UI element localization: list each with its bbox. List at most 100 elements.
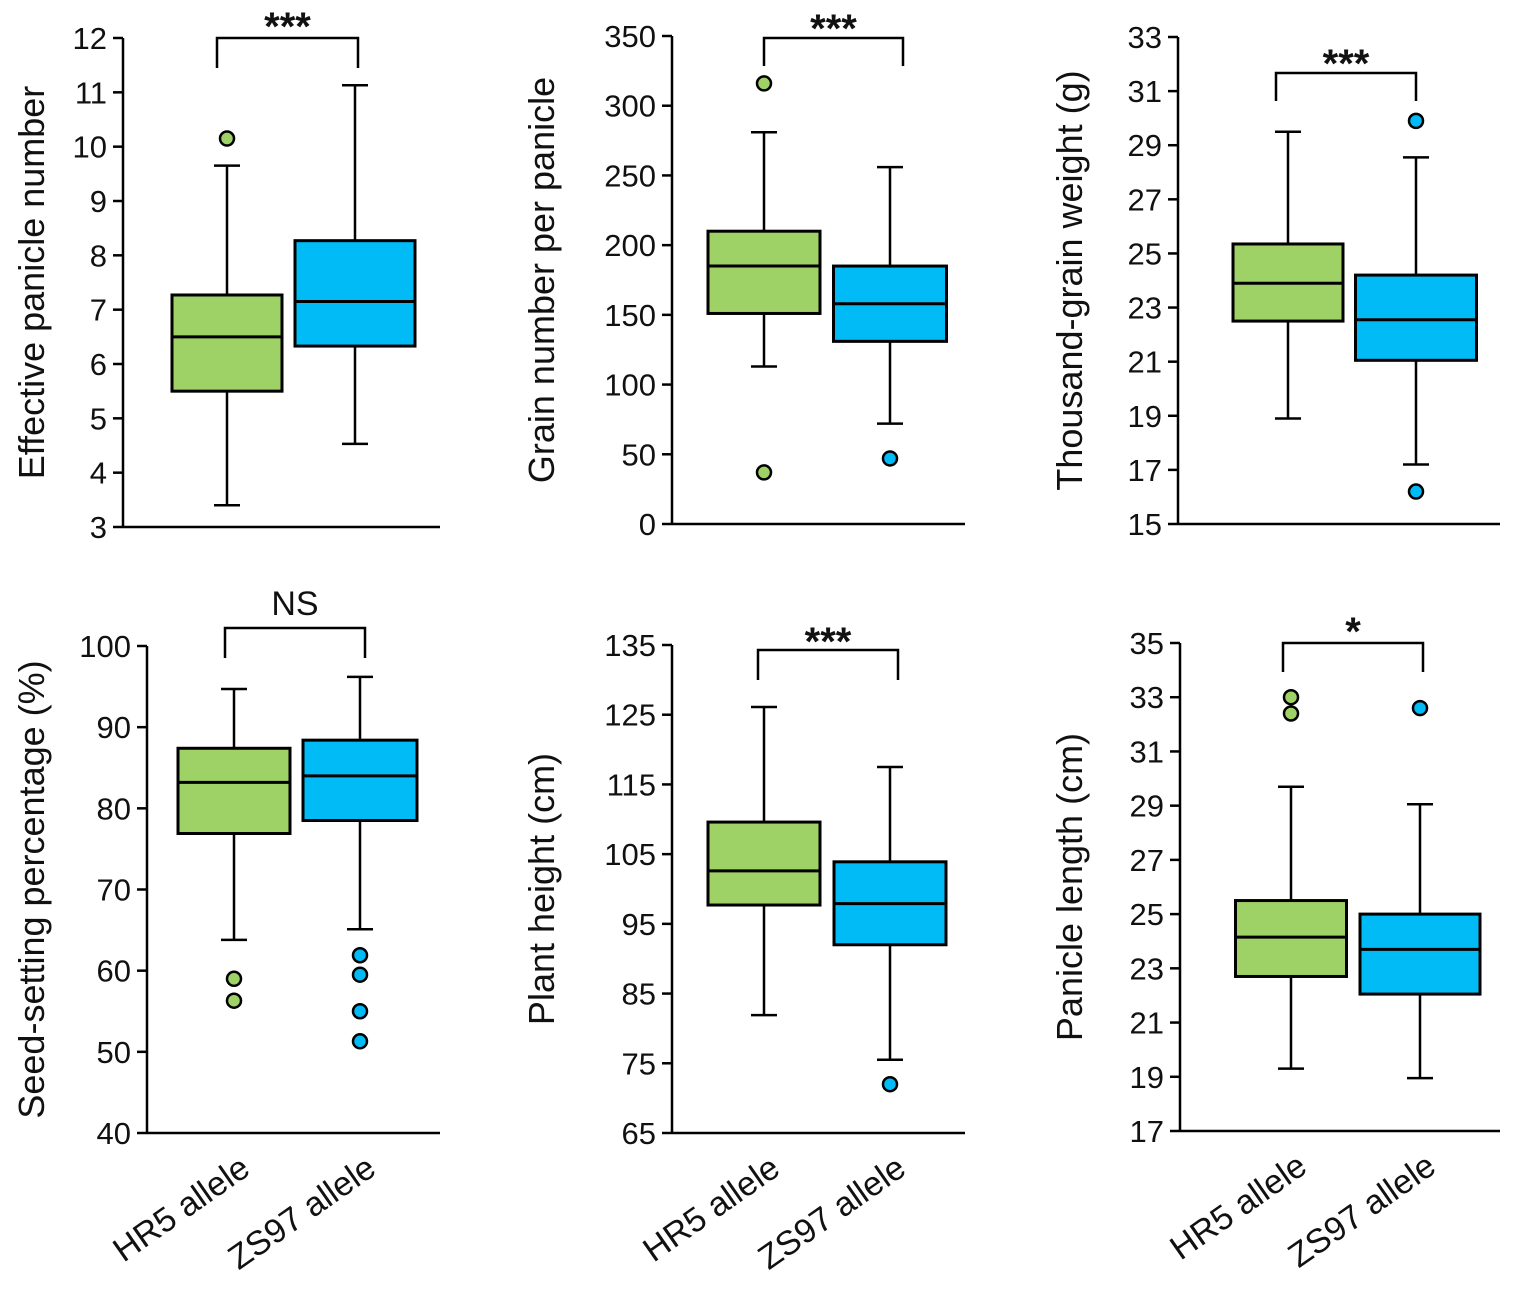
- iqr-box: [706, 820, 822, 907]
- significance-label: NS: [271, 585, 318, 623]
- y-tick-label: 23: [1130, 951, 1164, 986]
- outlier-point: [881, 1075, 899, 1093]
- y-tick-label: 90: [97, 710, 131, 745]
- y-tick-label: 21: [1130, 1006, 1164, 1041]
- y-tick-label: 100: [604, 368, 656, 403]
- significance-bracket: [223, 626, 367, 658]
- panel-3: 15 17 19 21 23 25 27 29 31 33 Thousand-grain weigh…: [1049, 20, 1500, 542]
- outlier-point: [225, 992, 243, 1009]
- outlier-point: [1282, 688, 1300, 706]
- outlier-point: [755, 464, 773, 481]
- outlier-point: [1411, 699, 1429, 717]
- y-tick-label: 135: [604, 628, 656, 663]
- y-tick-label: 350: [604, 19, 656, 54]
- significance-bracket: [1274, 71, 1418, 101]
- y-tick-label: 27: [1128, 182, 1162, 217]
- panel-1: 3 4 5 6 7 8 9 10 11 12 Effective panicle number ***: [11, 5, 440, 545]
- outlier-point: [1282, 705, 1300, 722]
- y-tick-label: 25: [1128, 236, 1162, 271]
- y-tick-label: 8: [90, 238, 107, 273]
- outlier-point: [351, 966, 369, 983]
- y-tick-label: 9: [90, 184, 107, 219]
- y-tick-label: 50: [97, 1035, 131, 1070]
- panel-4: 40 50 60 70 80 90 100 Seed-setting percentage (…: [11, 585, 440, 1277]
- y-tick-label: 17: [1130, 1114, 1164, 1149]
- iqr-box: [176, 746, 292, 835]
- box-zs97: [832, 765, 948, 1093]
- y-tick-label: 31: [1130, 734, 1164, 769]
- y-tick-label: 95: [622, 907, 656, 942]
- outlier-point: [225, 970, 243, 988]
- box-hr5: [706, 705, 822, 1017]
- outlier-point: [351, 1033, 369, 1050]
- y-tick-label: 29: [1130, 789, 1164, 824]
- y-tick-label: 3: [90, 510, 107, 545]
- y-tick-label: 250: [604, 158, 656, 193]
- y-tick-label: 17: [1128, 453, 1162, 488]
- y-tick-label: 25: [1130, 897, 1164, 932]
- iqr-box: [170, 293, 284, 393]
- outlier-point: [1407, 483, 1425, 500]
- box-hr5: [706, 75, 822, 481]
- y-tick-label: 60: [97, 954, 131, 989]
- y-tick-label: 75: [622, 1046, 656, 1081]
- y-axis-label: Seed-setting percentage (%): [11, 660, 52, 1118]
- y-tick-label: 7: [90, 293, 107, 328]
- iqr-box: [706, 229, 822, 315]
- panel-2: 0 50 100 150 200 250 300 350 Grain number per pa…: [521, 7, 965, 542]
- significance-bracket: [762, 36, 905, 66]
- outlier-point: [351, 1003, 369, 1020]
- y-tick-label: 80: [97, 791, 131, 826]
- y-tick-label: 6: [90, 347, 107, 382]
- iqr-box: [293, 239, 417, 348]
- y-tick-label: 33: [1130, 680, 1164, 715]
- iqr-box: [1354, 273, 1478, 362]
- y-tick-label: 4: [90, 456, 107, 491]
- significance-bracket: [756, 648, 900, 680]
- y-tick-label: 21: [1128, 345, 1162, 380]
- y-tick-label: 50: [622, 437, 656, 472]
- y-axis-label: Thousand-grain weight (g): [1049, 70, 1090, 490]
- significance-bracket: [1281, 641, 1425, 672]
- y-tick-label: 150: [604, 298, 656, 333]
- y-tick-label: 40: [97, 1116, 131, 1151]
- y-tick-label: 115: [607, 767, 656, 802]
- box-hr5: [1234, 688, 1348, 1070]
- y-tick-label: 5: [90, 401, 107, 436]
- box-zs97: [293, 84, 417, 446]
- y-tick-label: 70: [97, 873, 131, 908]
- outlier-point: [881, 450, 899, 467]
- significance-label: ***: [805, 620, 852, 664]
- box-zs97: [832, 165, 948, 467]
- y-tick-label: 12: [73, 21, 107, 56]
- iqr-box: [301, 738, 419, 823]
- y-tick-label: 35: [1130, 626, 1164, 661]
- y-tick-label: 10: [73, 130, 107, 165]
- y-tick-label: 27: [1130, 843, 1164, 878]
- outlier-point: [1407, 112, 1425, 130]
- y-tick-label: 15: [1128, 507, 1162, 542]
- y-tick-label: 31: [1128, 74, 1162, 109]
- y-axis-label: Effective panicle number: [11, 86, 52, 480]
- significance-label: ***: [1323, 42, 1370, 86]
- box-zs97: [1354, 112, 1478, 500]
- outlier-point: [218, 130, 236, 147]
- x-tick-label: ZS97 allele: [1281, 1146, 1442, 1275]
- box-hr5: [1231, 130, 1345, 420]
- y-axis-label: Panicle length (cm): [1049, 733, 1090, 1041]
- y-tick-label: 19: [1130, 1060, 1164, 1095]
- y-tick-label: 200: [604, 228, 656, 263]
- iqr-box: [1358, 912, 1482, 996]
- outlier-point: [351, 946, 369, 964]
- y-axis-label: Grain number per panicle: [521, 77, 562, 483]
- y-tick-label: 23: [1128, 291, 1162, 326]
- y-tick-label: 33: [1128, 20, 1162, 55]
- y-tick-label: 19: [1128, 399, 1162, 434]
- box-zs97: [301, 675, 419, 1050]
- outlier-point: [755, 75, 773, 92]
- box-hr5: [170, 130, 284, 507]
- significance-label: ***: [810, 7, 857, 51]
- box-zs97: [1358, 699, 1482, 1080]
- y-tick-label: 0: [639, 507, 656, 542]
- y-tick-label: 11: [75, 75, 107, 110]
